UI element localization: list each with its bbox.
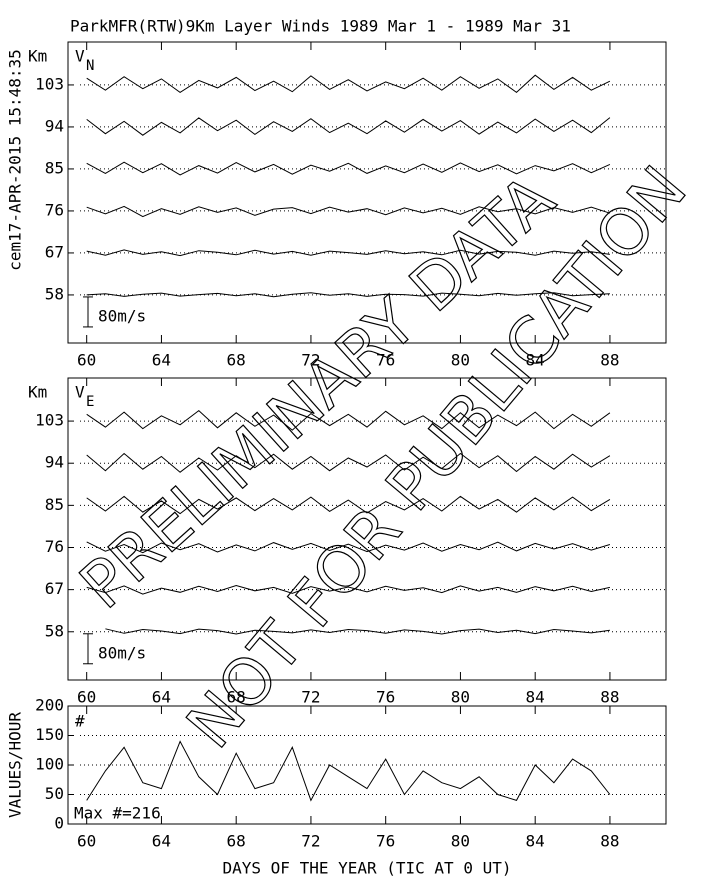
x-tick-label: 76 (376, 688, 395, 707)
x-tick-label: 76 (376, 832, 395, 851)
x-tick-label: 76 (376, 351, 395, 370)
wind-trace (86, 205, 611, 218)
panel-label: V (75, 383, 85, 402)
wind-trace (86, 584, 611, 595)
wind-trace (105, 628, 610, 635)
y-tick-label: 58 (45, 621, 64, 640)
x-tick-label: 88 (600, 832, 619, 851)
x-tick-label: 60 (77, 688, 96, 707)
panel-label: V (75, 47, 85, 66)
x-tick-label: 84 (526, 351, 545, 370)
x-tick-label: 60 (77, 832, 96, 851)
wind-trace (86, 249, 610, 257)
chart-title: ParkMFR(RTW)9Km Layer Winds 1989 Mar 1 -… (70, 17, 571, 36)
y-tick-label: 94 (45, 453, 64, 472)
wind-trace (86, 541, 611, 554)
x-tick-label: 60 (77, 351, 96, 370)
x-tick-label: 80 (451, 832, 470, 851)
x-tick-label: 80 (451, 351, 470, 370)
x-tick-label: 80 (451, 688, 470, 707)
y-tick-label: 0 (54, 814, 64, 833)
y-tick-label: 103 (35, 411, 64, 430)
wind-trace (86, 495, 611, 515)
plot-frame (67, 377, 667, 681)
x-tick-label: 72 (301, 351, 320, 370)
x-tick-label: 84 (526, 832, 545, 851)
timestamp: cem17-APR-2015 15:48:35 (6, 49, 25, 271)
x-tick-label: 68 (227, 832, 246, 851)
scale-label: 80m/s (98, 306, 146, 325)
panel-label: # (75, 712, 85, 731)
x-tick-label: 68 (227, 351, 246, 370)
y-tick-label: 67 (45, 242, 64, 261)
y-tick-label: 103 (35, 74, 64, 93)
x-tick-label: 84 (526, 688, 545, 707)
scale-label: 80m/s (98, 643, 146, 662)
wind-trace (86, 161, 611, 176)
y-tick-label: 85 (45, 495, 64, 514)
y-tick-label: 100 (35, 755, 64, 774)
y-tick-label: 76 (45, 200, 64, 219)
y-tick-label: 85 (45, 158, 64, 177)
x-tick-label: 88 (600, 351, 619, 370)
y-tick-label: 50 (45, 784, 64, 803)
x-tick-label: 68 (227, 688, 246, 707)
panel-subscript: E (86, 394, 94, 410)
y-axis-label: VALUES/HOUR (6, 712, 25, 818)
x-tick-label: 88 (600, 688, 619, 707)
x-tick-label: 64 (152, 688, 171, 707)
x-tick-label: 72 (301, 832, 320, 851)
x-tick-label: 64 (152, 351, 171, 370)
y-tick-label: 58 (45, 284, 64, 303)
count-trace (86, 740, 611, 802)
x-tick-label: 64 (152, 832, 171, 851)
wind-trace (86, 117, 611, 136)
wind-trace (86, 452, 611, 473)
y-axis-label: Km (28, 383, 47, 402)
y-tick-label: 94 (45, 116, 64, 135)
wind-trace (86, 74, 611, 94)
plot-frame (67, 41, 667, 344)
y-tick-label: 76 (45, 537, 64, 556)
x-tick-label: 72 (301, 688, 320, 707)
wind-trace (86, 292, 610, 298)
y-tick-label: 150 (35, 725, 64, 744)
x-axis-label: DAYS OF THE YEAR (TIC AT 0 UT) (223, 859, 512, 877)
y-tick-label: 200 (35, 696, 64, 715)
wind-trace (86, 409, 611, 431)
panel-subscript: N (86, 58, 94, 74)
max-label: Max #=216 (74, 804, 161, 823)
y-tick-label: 67 (45, 579, 64, 598)
y-axis-label: Km (28, 47, 47, 66)
